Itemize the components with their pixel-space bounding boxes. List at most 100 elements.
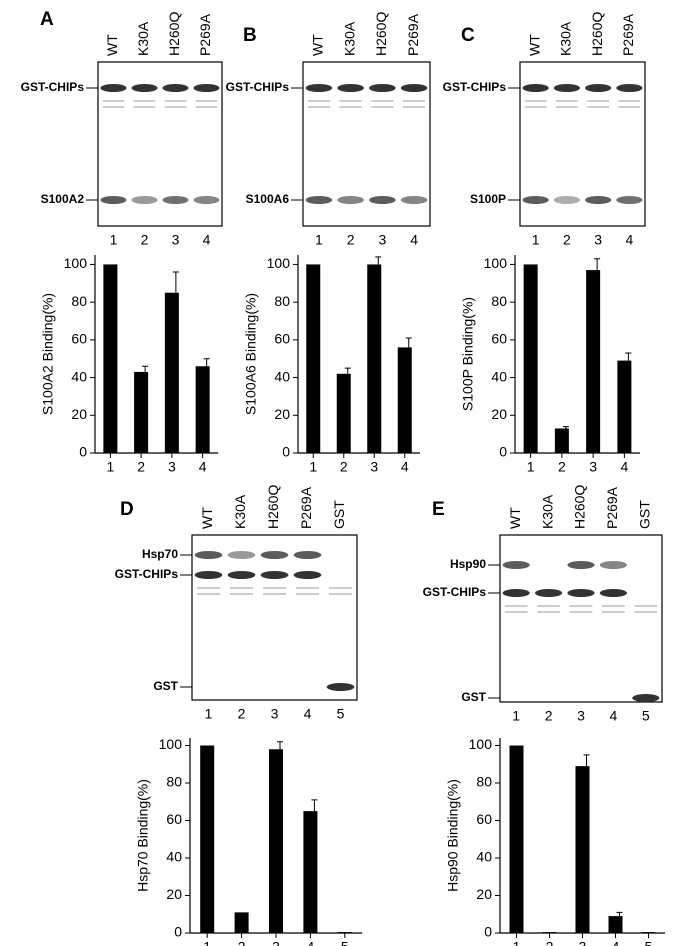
gel-band [616,196,643,204]
lane-number: 4 [610,708,618,724]
gel-band [100,196,127,204]
marker-label: S100P [470,192,506,206]
error-bar [616,911,623,917]
gel-faint-band [328,593,353,595]
y-tick-label: 20 [166,886,182,902]
x-tick-label: 4 [612,939,620,946]
marker-label: GST-CHIPs [21,80,85,94]
bar [542,932,557,934]
y-tick-label: 60 [491,331,507,347]
gel-faint-band [229,587,254,589]
error-bar [405,337,412,348]
y-tick-label: 60 [274,331,290,347]
gel-band [632,694,660,702]
gel-band [553,84,580,92]
bar [641,932,656,934]
marker-label: GST-CHIPs [423,585,487,599]
gel-faint-band [164,106,187,108]
marker-label: GST-CHIPs [443,80,507,94]
marker-label: GST-CHIPs [226,80,290,94]
bar [617,360,632,453]
error-bar [594,258,601,271]
marker-label: GST-CHIPs [115,567,179,581]
lane-label: WT [507,507,523,529]
lane-label: H260Q [572,485,588,529]
y-axis-label: S100A6 Binding(%) [243,293,259,415]
gel-band [326,683,355,691]
gel-faint-band [102,106,125,108]
gel-faint-band [537,605,560,607]
gel-band [522,196,549,204]
lane-number: 3 [172,232,180,248]
x-tick-label: 1 [513,939,521,946]
gel [499,534,663,703]
y-tick-label: 60 [71,331,87,347]
y-tick-label: 40 [491,368,507,384]
x-tick-label: 4 [307,939,315,946]
gel-band [599,589,628,597]
lane-label: H260Q [373,12,389,56]
gel-band [337,84,364,92]
x-tick-label: 2 [558,459,566,475]
gel-band [227,551,256,559]
gel-faint-band [195,100,218,102]
gel-faint-band [195,106,218,108]
x-tick-label: 2 [238,939,246,946]
lane-number: 4 [304,706,312,722]
gel-faint-band [504,605,528,607]
gel-faint-band [587,100,610,102]
y-tick-label: 40 [274,368,290,384]
y-tick-label: 20 [491,406,507,422]
x-tick-label: 3 [370,459,378,475]
lane-label: H260Q [265,485,281,529]
gel-faint-band [524,100,547,102]
lane-label: WT [199,507,215,529]
gel-band [293,551,322,559]
gel-band [585,84,612,92]
gel-band [227,571,256,579]
y-tick-label: 20 [476,886,492,902]
gel-faint-band [295,593,320,595]
bar [554,428,569,453]
lane-label: K30A [558,21,574,56]
marker-label: Hsp90 [450,557,486,571]
bar [523,264,538,453]
gel-faint-band [262,593,287,595]
bar [509,745,524,933]
x-tick-label: 2 [546,939,554,946]
bar [336,373,351,453]
panel-letter: B [243,25,257,46]
gel-band [305,84,333,92]
lane-label: K30A [232,494,248,529]
gel-faint-band [555,106,578,108]
y-tick-label: 40 [71,368,87,384]
lane-label: WT [310,34,326,56]
error-bar [311,799,318,812]
lane-number: 4 [625,232,633,248]
marker-label: S100A2 [41,192,85,206]
gel-faint-band [102,100,125,102]
x-tick-label: 5 [645,939,653,946]
y-tick-label: 80 [476,774,492,790]
gel-faint-band [196,593,221,595]
bar [306,264,321,453]
panel-letter: C [461,25,475,46]
x-tick-label: 3 [579,939,587,946]
lane-label: P269A [620,13,636,56]
y-tick-label: 60 [476,811,492,827]
gel-band [293,571,322,579]
gel-faint-band [618,100,641,102]
y-tick-label: 100 [159,736,183,752]
lane-label: P269A [604,486,620,529]
y-tick-label: 80 [71,293,87,309]
lane-number: 3 [378,232,386,248]
bar [586,270,601,453]
error-bar [344,367,351,374]
bar [303,811,318,933]
gel-band [502,589,530,597]
gel-band [337,196,364,204]
gel-band [131,196,158,204]
gel-faint-band [504,611,528,613]
gel-band [194,571,223,579]
